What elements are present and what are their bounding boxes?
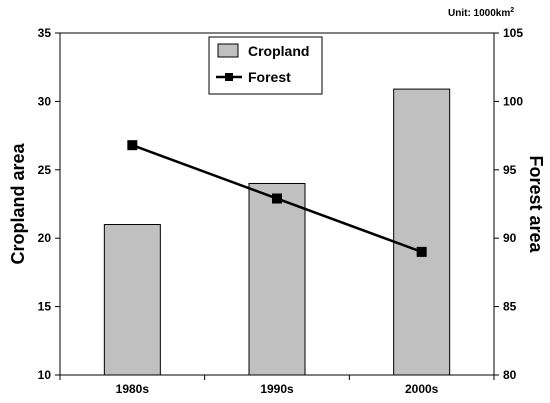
right-tick-label: 90	[503, 231, 517, 245]
right-tick-label: 105	[503, 26, 523, 40]
x-tick-label: 1990s	[260, 382, 294, 396]
right-tick-label: 100	[503, 94, 523, 108]
right-y-axis: 80 85 90 95 100 105	[494, 26, 523, 382]
x-axis: 1980s 1990s 2000s	[59, 375, 495, 396]
point-forest-1980s	[127, 140, 138, 151]
legend-cropland-label: Cropland	[248, 43, 309, 59]
left-tick-label: 15	[38, 300, 52, 314]
point-forest-2000s	[416, 246, 427, 257]
left-axis-title: Cropland area	[8, 143, 28, 265]
legend-forest-marker	[225, 73, 233, 81]
legend-forest-label: Forest	[248, 69, 291, 85]
left-tick-label: 10	[38, 368, 52, 382]
right-tick-label: 80	[503, 368, 517, 382]
bar-cropland-2000s	[393, 88, 451, 376]
left-tick-label: 25	[38, 163, 52, 177]
left-tick-label: 20	[38, 231, 52, 245]
legend-cropland-swatch	[217, 43, 239, 58]
unit-label: Unit: 1000km2	[448, 7, 514, 19]
bar-series-cropland	[103, 88, 451, 376]
legend: Cropland Forest	[208, 36, 323, 95]
bar-cropland-1990s	[248, 182, 306, 376]
right-tick-label: 95	[503, 163, 517, 177]
x-tick-label: 2000s	[405, 382, 439, 396]
right-axis-title: Forest area	[526, 155, 546, 253]
bar-cropland-1980s	[103, 224, 161, 376]
left-tick-label: 30	[38, 94, 52, 108]
left-tick-label: 35	[38, 26, 52, 40]
right-tick-label: 85	[503, 300, 517, 314]
left-y-axis: 10 15 20 25 30 35	[38, 26, 60, 382]
point-forest-1990s	[272, 193, 282, 204]
x-tick-label: 1980s	[116, 382, 150, 396]
forest-series-markers	[127, 140, 427, 257]
